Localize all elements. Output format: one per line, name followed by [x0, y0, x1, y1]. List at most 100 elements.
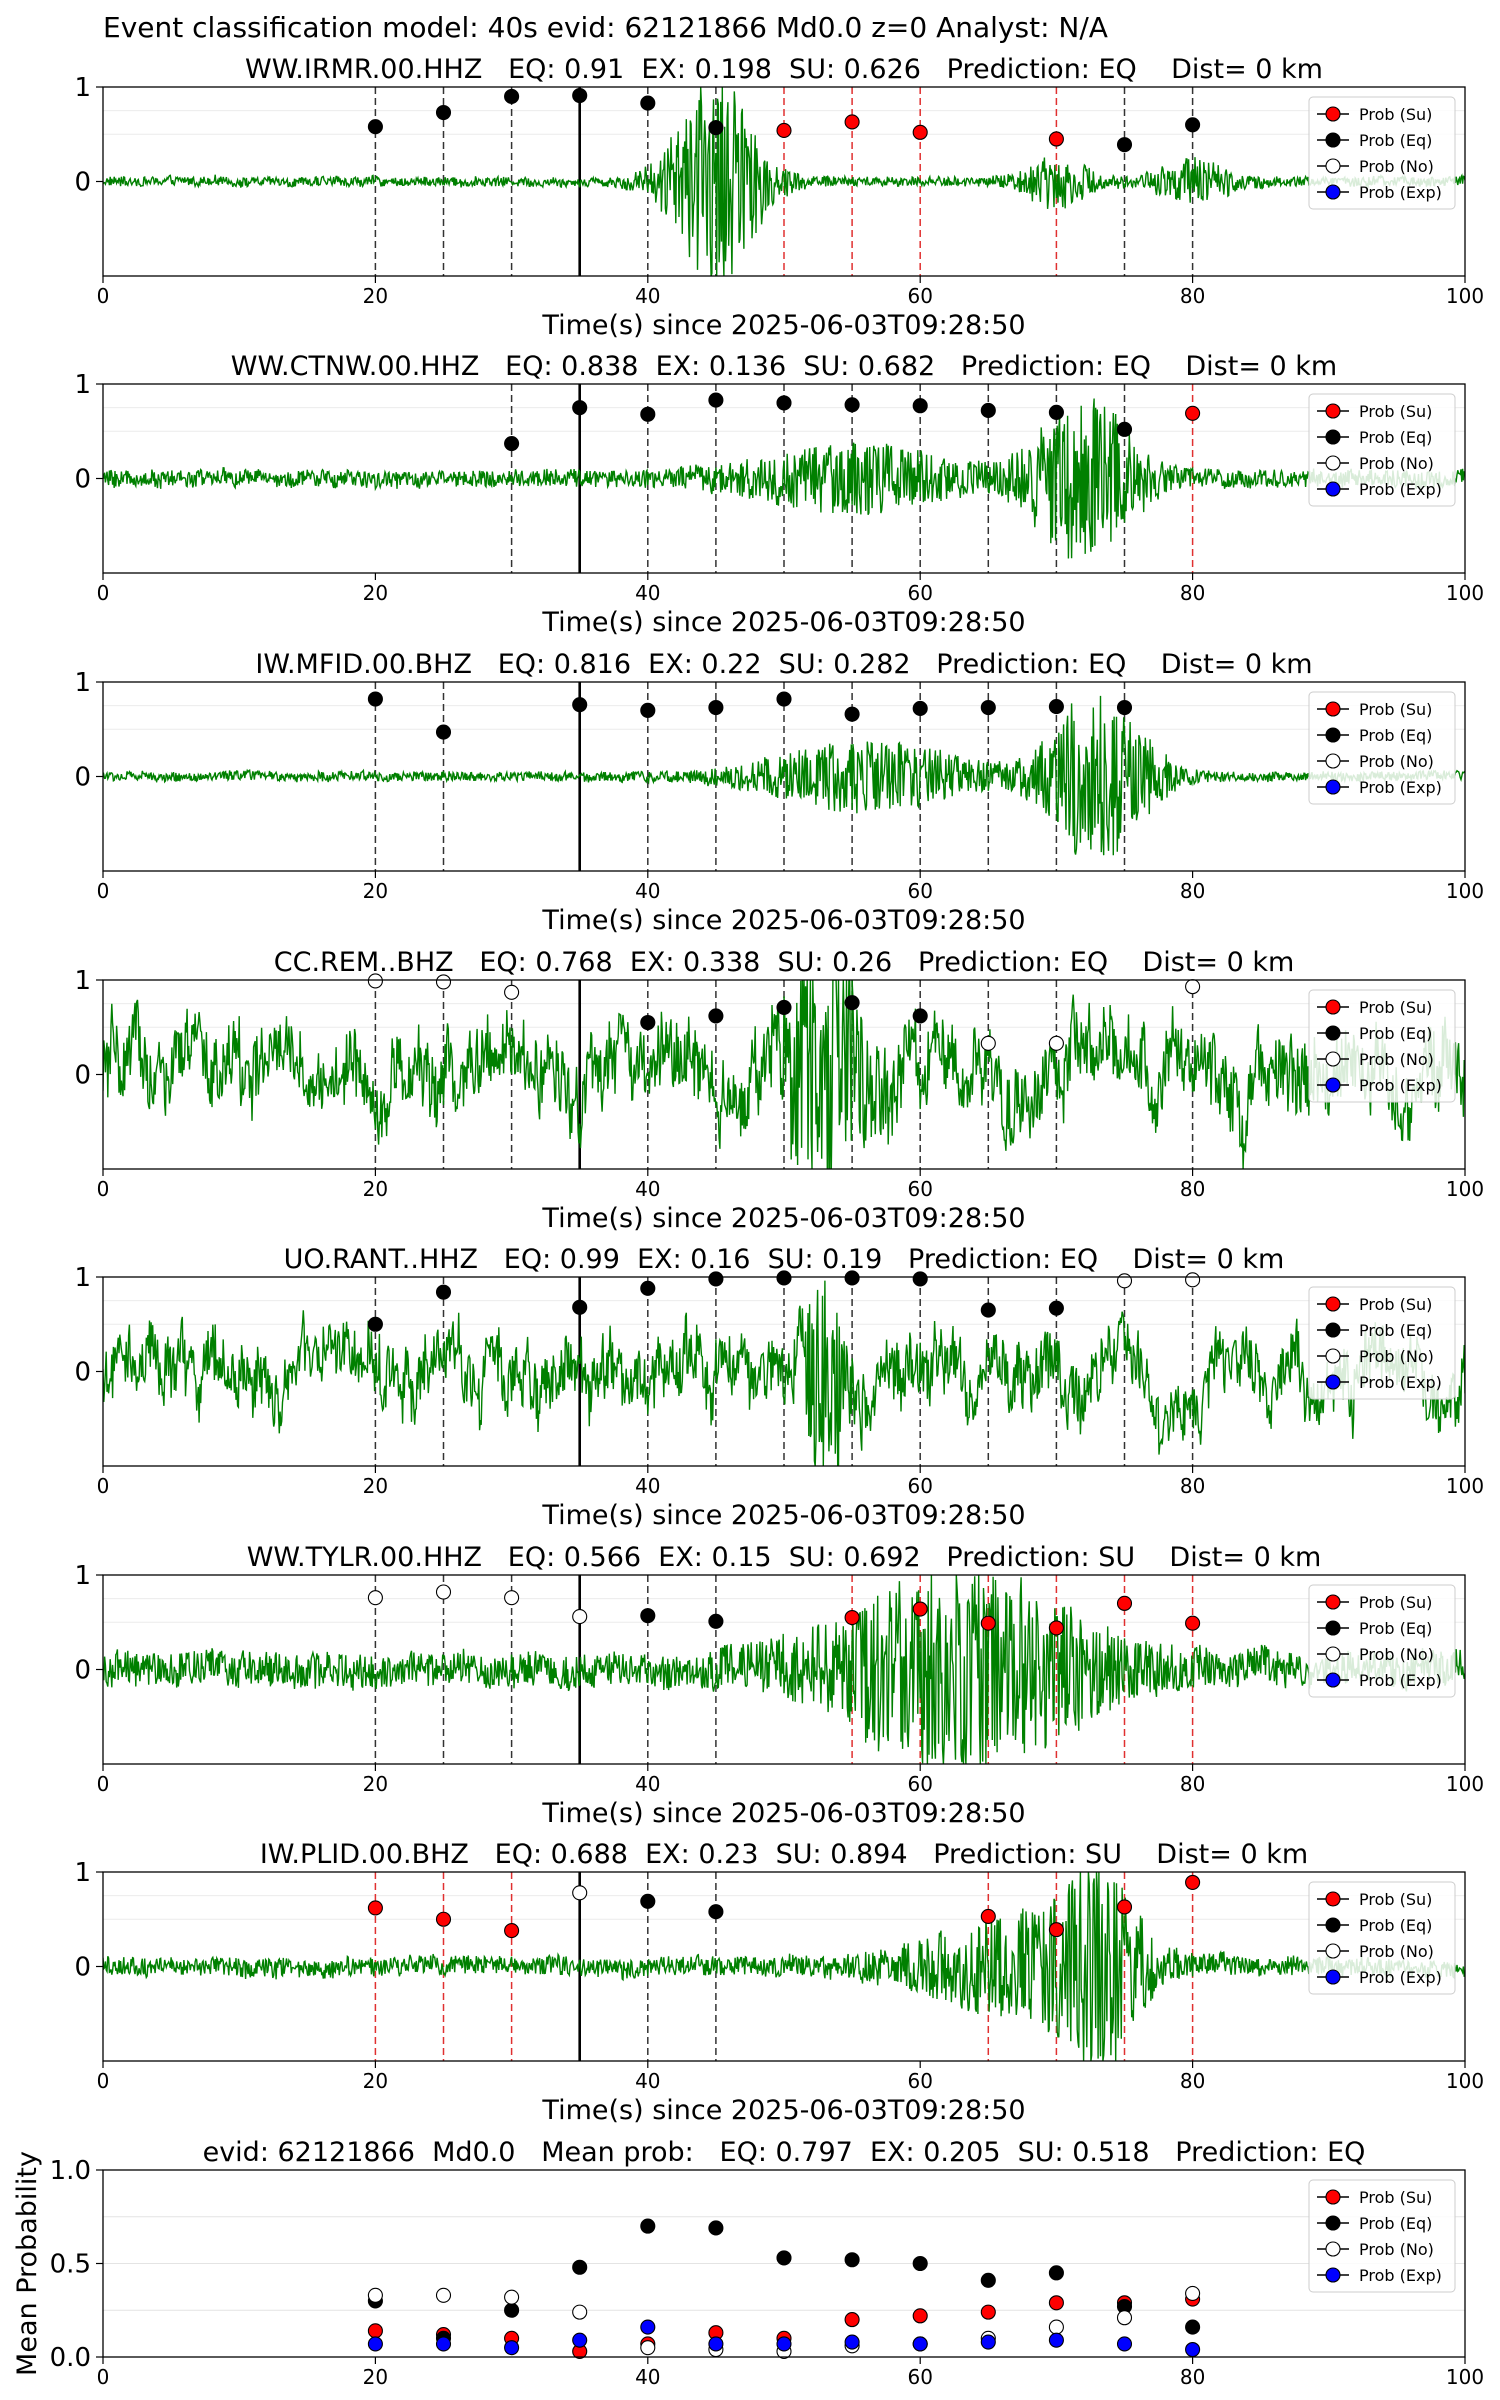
legend-label-exp: Prob (Exp)	[1359, 778, 1442, 797]
x-tick-label: 20	[363, 879, 388, 903]
data-point-su	[504, 1923, 520, 1939]
data-point-eq	[1048, 404, 1064, 420]
legend-marker-eq	[1325, 727, 1341, 743]
legend-marker-su	[1325, 1296, 1341, 1312]
data-point-eq	[640, 406, 656, 422]
data-point-eq	[367, 1316, 383, 1332]
figure-suptitle: Event classification model: 40s evid: 62…	[103, 11, 1108, 44]
data-point-no	[572, 2304, 588, 2320]
legend-label-eq: Prob (Eq)	[1359, 1619, 1432, 1638]
legend-marker-no	[1325, 158, 1341, 174]
x-tick-label: 60	[907, 284, 932, 308]
data-point-eq	[708, 120, 724, 136]
legend-marker-no	[1325, 1348, 1341, 1364]
y-tick-label: 0	[74, 465, 91, 495]
x-tick-label: 80	[1180, 1772, 1205, 1796]
data-point-su	[912, 124, 928, 140]
panel-title: IW.MFID.00.BHZ EQ: 0.816 EX: 0.22 SU: 0.…	[255, 649, 1312, 680]
data-point-exp	[844, 2334, 860, 2350]
data-point-eq	[572, 87, 588, 104]
legend-label-su: Prob (Su)	[1359, 1593, 1432, 1612]
data-point-no	[980, 1035, 996, 1051]
data-point-eq	[572, 2259, 588, 2275]
legend-frame	[1308, 2179, 1456, 2293]
legend-label-exp: Prob (Exp)	[1359, 1671, 1442, 1690]
data-point-eq	[640, 2218, 656, 2234]
data-point-no	[572, 1885, 588, 1901]
data-point-eq	[640, 1608, 656, 1624]
data-point-su	[1185, 405, 1201, 421]
legend-frame	[1308, 96, 1456, 210]
x-tick-label: 40	[635, 581, 660, 605]
data-point-no	[367, 2287, 383, 2303]
data-point-su	[844, 1609, 860, 1626]
legend-marker-su	[1325, 1891, 1341, 1907]
y-tick-label: 1	[74, 73, 91, 103]
x-tick-label: 20	[363, 284, 388, 308]
data-point-su	[1116, 1899, 1133, 1915]
legend-marker-exp	[1325, 2267, 1341, 2283]
x-axis-label: Time(s) since 2025-06-03T09:28:50	[541, 310, 1025, 341]
legend-frame	[1308, 989, 1456, 1103]
legend-frame	[1308, 691, 1456, 805]
data-point-eq	[980, 2272, 996, 2288]
data-point-eq	[776, 395, 792, 411]
legend-marker-su	[1325, 999, 1341, 1015]
x-tick-label: 40	[635, 1474, 660, 1498]
x-axis-label: Time(s) since 2025-06-03T09:28:50	[541, 1798, 1025, 1829]
x-tick-label: 40	[635, 1772, 660, 1796]
data-point-exp	[367, 2336, 383, 2352]
legend-label-eq: Prob (Eq)	[1359, 2214, 1432, 2233]
data-point-no	[435, 2287, 452, 2303]
data-point-eq	[435, 1284, 452, 1300]
y-tick-label: 0	[74, 1656, 91, 1686]
legend-marker-no	[1325, 1646, 1341, 1662]
data-point-exp	[435, 2336, 452, 2352]
x-tick-label: 20	[363, 1474, 388, 1498]
y-tick-label: 1	[74, 370, 91, 400]
data-point-no	[504, 984, 520, 1000]
legend-label-su: Prob (Su)	[1359, 402, 1432, 421]
data-point-no	[435, 974, 452, 990]
data-point-eq	[1048, 699, 1064, 715]
data-point-su	[1048, 1922, 1064, 1938]
data-point-eq	[1116, 421, 1133, 437]
x-tick-label: 100	[1446, 879, 1484, 903]
data-point-no	[1185, 979, 1201, 995]
y-tick-label: 1	[74, 1561, 91, 1591]
x-tick-label: 0	[97, 879, 110, 903]
legend-marker-eq	[1325, 132, 1341, 148]
x-tick-label: 80	[1180, 2365, 1205, 2389]
x-tick-label: 100	[1446, 2365, 1484, 2389]
data-point-no	[1048, 1035, 1064, 1051]
data-point-su	[980, 2304, 996, 2320]
legend-label-su: Prob (Su)	[1359, 105, 1432, 124]
y-tick-label: 0.0	[50, 2343, 91, 2373]
legend-marker-exp	[1325, 1969, 1341, 1985]
y-tick-label: 1	[74, 966, 91, 996]
waveform-trace	[103, 695, 1465, 856]
data-point-eq	[844, 1270, 860, 1286]
panel-1: 0 20 40 60 80 100 0 1 WW.IRMR.00.HHZ EQ: 0.91 EX…	[74, 54, 1484, 341]
data-point-eq	[844, 397, 860, 413]
x-tick-label: 0	[97, 581, 110, 605]
data-point-eq	[776, 999, 792, 1015]
legend-label-no: Prob (No)	[1359, 1050, 1434, 1069]
x-tick-label: 40	[635, 2069, 660, 2093]
legend-marker-eq	[1325, 1917, 1341, 1933]
legend-marker-eq	[1325, 1620, 1341, 1636]
data-point-eq	[844, 995, 860, 1011]
data-point-eq	[1185, 2319, 1201, 2335]
data-point-eq	[504, 2302, 520, 2318]
legend-marker-su	[1325, 1594, 1341, 1610]
data-point-eq	[776, 2250, 792, 2266]
legend: Prob (Su) Prob (Eq) Prob (No) Prob (Exp)	[1308, 1584, 1456, 1698]
data-point-exp	[1116, 2336, 1133, 2352]
panel-title: IW.PLID.00.BHZ EQ: 0.688 EX: 0.23 SU: 0.…	[260, 1839, 1308, 1870]
legend-marker-no	[1325, 1051, 1341, 1067]
legend-marker-no	[1325, 1943, 1341, 1959]
data-point-no	[1185, 2285, 1201, 2301]
data-point-su	[844, 114, 860, 130]
data-point-eq	[640, 702, 656, 718]
legend-frame	[1308, 1286, 1456, 1400]
